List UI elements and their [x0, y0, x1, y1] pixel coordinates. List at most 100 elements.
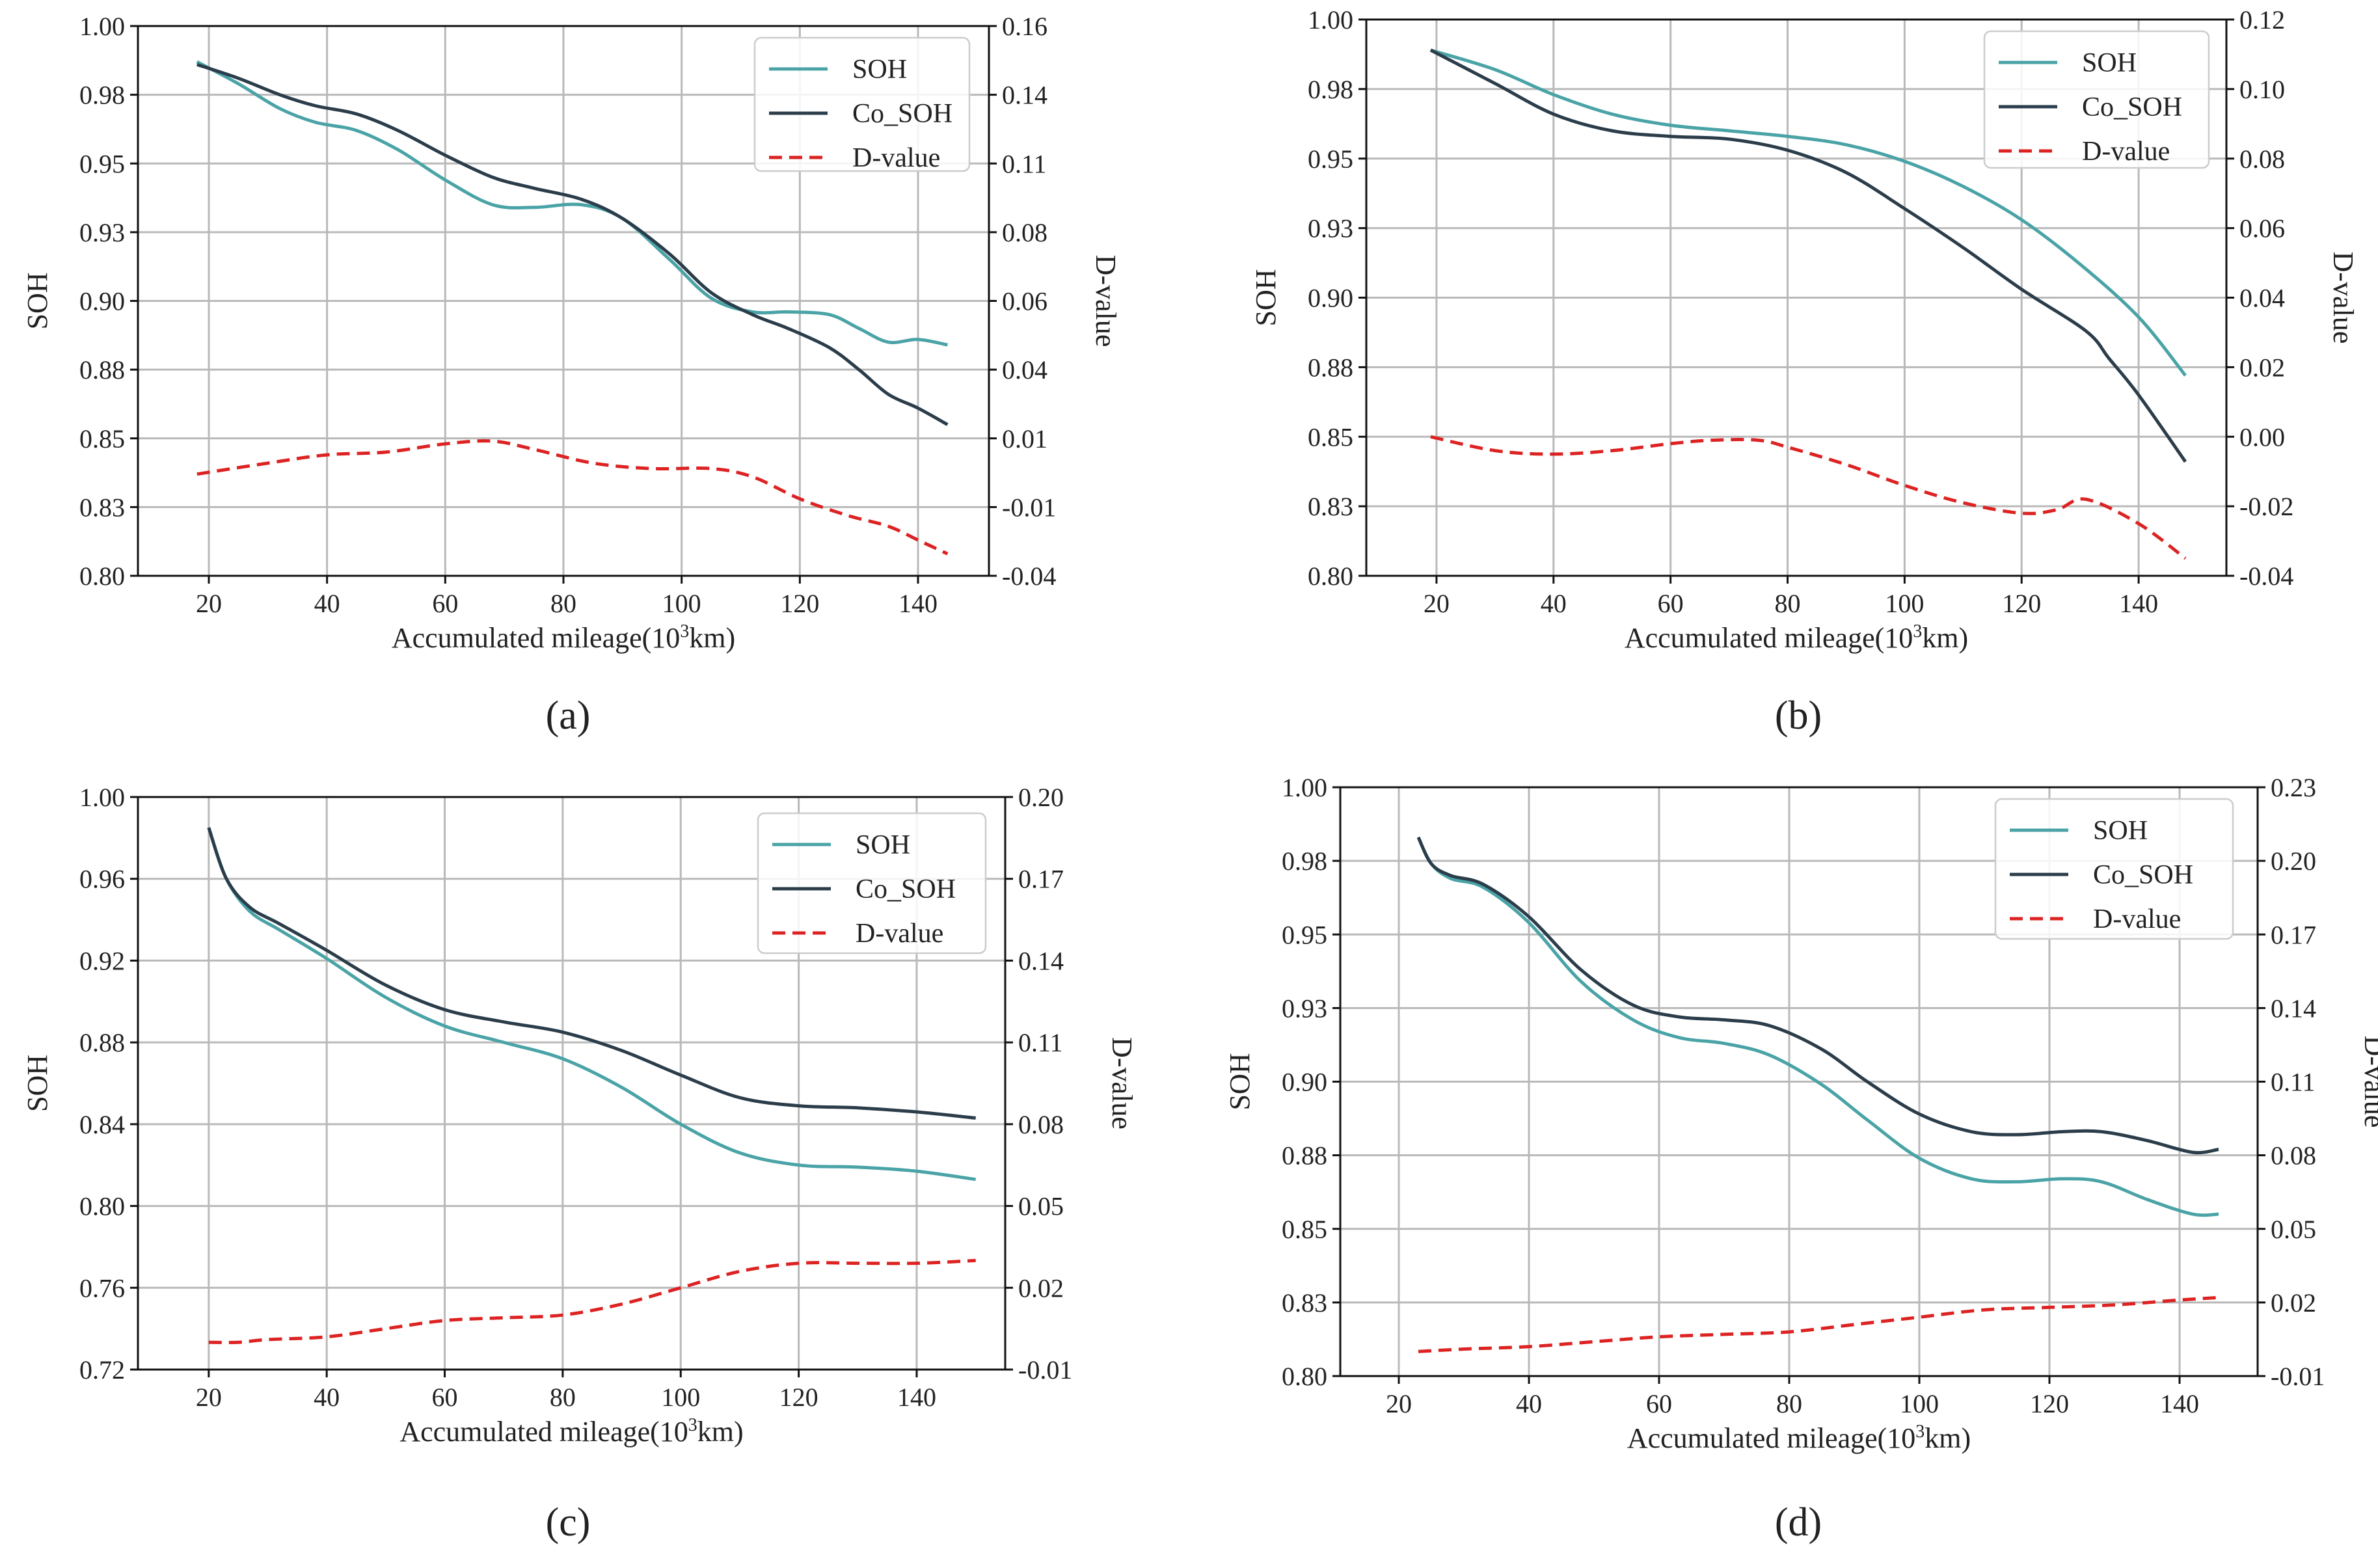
y2-tick-label: 0.11 — [1002, 149, 1047, 178]
y2-tick-label: -0.04 — [1002, 561, 1056, 591]
y2-tick-label: 0.08 — [1018, 1110, 1064, 1139]
y2-tick-label: 0.06 — [1002, 287, 1047, 316]
y2-tick-label: 0.04 — [1002, 355, 1047, 385]
y-tick-label: 1.00 — [79, 783, 125, 812]
y-tick-label: 0.92 — [79, 946, 125, 975]
plot-frame — [137, 796, 1007, 1371]
x-tick-label: 60 — [432, 1383, 458, 1412]
y2-tick-label: 0.05 — [2271, 1215, 2316, 1244]
y-tick-label: 1.00 — [79, 12, 125, 41]
x-axis-label: Accumulated mileage(103km) — [1625, 621, 1968, 654]
y2-tick-label: 0.01 — [1002, 424, 1047, 453]
y2-axis-label: D-value — [1090, 255, 1122, 347]
y2-tick-label: 0.20 — [2271, 846, 2316, 876]
legend-label: D-value — [856, 919, 943, 949]
series-line-soh — [1430, 48, 2187, 377]
x-tick-label: 120 — [2030, 1389, 2069, 1418]
x-tick-label: 100 — [1885, 589, 1924, 618]
y2-tick-label: 0.06 — [2239, 214, 2285, 243]
y2-tick-label: -0.04 — [2239, 561, 2293, 591]
legend-label: D-value — [2093, 904, 2181, 934]
y-axis-label: SOH — [21, 272, 53, 329]
x-tick-label: 40 — [314, 1383, 340, 1412]
x-tick-label: 60 — [1646, 1389, 1672, 1418]
legend-label: Co_SOH — [2093, 860, 2193, 890]
legend-box — [1983, 30, 2210, 169]
y2-tick-label: 0.17 — [2271, 920, 2316, 949]
legend: SOH Co_SOH D-value — [753, 36, 971, 173]
y-tick-label: 1.00 — [1282, 773, 1327, 802]
x-tick-label: 60 — [432, 589, 458, 618]
y-tick-label: 0.72 — [79, 1355, 125, 1385]
x-tick-label: 80 — [1776, 1389, 1802, 1418]
x-tick-label: 20 — [1424, 589, 1450, 618]
legend: SOH Co_SOH D-value — [1983, 30, 2210, 169]
y-tick-label: 0.83 — [1308, 492, 1353, 521]
y2-tick-label: -0.01 — [2271, 1362, 2325, 1391]
x-tick-label: 100 — [1900, 1389, 1939, 1418]
y-axis-label: SOH — [1224, 1053, 1256, 1110]
series-line-d-value — [1418, 1295, 2219, 1353]
chart-0: 20 40 60 80 100 120 140 0.80 0.83 0.85 0.88 0.90 0.9… — [21, 12, 1122, 738]
y2-tick-label: -0.01 — [1018, 1355, 1072, 1385]
series-line-soh — [1416, 836, 2219, 1217]
y-tick-label: 0.80 — [1308, 561, 1353, 591]
y2-tick-label: 0.08 — [1002, 218, 1047, 247]
y2-tick-label: 0.08 — [2239, 144, 2285, 174]
legend-box — [753, 36, 971, 172]
panel-label: (c) — [546, 1500, 591, 1545]
legend-label: SOH — [2093, 816, 2148, 846]
legend-box — [1994, 798, 2234, 940]
y2-tick-label: 0.05 — [1018, 1192, 1064, 1221]
legend: SOH Co_SOH D-value — [1994, 798, 2234, 940]
chart-3: 20 40 60 80 100 120 140 0.80 0.83 0.85 0.88 0.90 0.9… — [1224, 773, 2378, 1545]
x-tick-label: 40 — [314, 589, 340, 618]
panel-label: (b) — [1775, 694, 1822, 738]
y-tick-label: 0.88 — [79, 355, 125, 385]
legend-label: Co_SOH — [2082, 92, 2182, 122]
y-tick-label: 0.90 — [1308, 284, 1353, 313]
legend-label: D-value — [2082, 137, 2170, 167]
legend-label: D-value — [852, 143, 940, 173]
x-tick-label: 80 — [550, 589, 576, 618]
y-tick-label: 0.96 — [79, 865, 125, 894]
y-tick-label: 0.83 — [79, 493, 125, 522]
y-tick-label: 0.88 — [79, 1028, 125, 1057]
x-tick-label: 120 — [2002, 589, 2041, 618]
x-tick-label: 140 — [2160, 1389, 2199, 1418]
y-tick-label: 0.80 — [79, 561, 125, 591]
y2-axis-label: D-value — [2327, 252, 2359, 344]
x-tick-label: 120 — [779, 1383, 818, 1412]
legend-label: Co_SOH — [852, 99, 953, 129]
y-tick-label: 1.00 — [1308, 5, 1353, 34]
series-line-co-soh — [196, 62, 949, 426]
legend-label: Co_SOH — [856, 874, 956, 904]
x-tick-label: 120 — [780, 589, 819, 618]
x-axis-label: Accumulated mileage(103km) — [1627, 1422, 1971, 1454]
y2-tick-label: 0.20 — [1018, 783, 1064, 812]
y-tick-label: 0.90 — [1282, 1068, 1327, 1097]
series-line-co-soh — [1416, 836, 2219, 1155]
y-tick-label: 0.80 — [1282, 1362, 1327, 1391]
y2-tick-label: 0.02 — [1018, 1273, 1064, 1303]
y2-tick-label: 0.16 — [1002, 12, 1047, 41]
y-tick-label: 0.90 — [79, 287, 125, 316]
y-tick-label: 0.85 — [1308, 422, 1353, 452]
x-tick-label: 40 — [1541, 589, 1567, 618]
x-tick-label: 20 — [1386, 1389, 1412, 1418]
legend-label: SOH — [2082, 48, 2137, 78]
y-tick-label: 0.83 — [1282, 1288, 1327, 1318]
y-tick-label: 0.95 — [1308, 144, 1353, 174]
y-tick-label: 0.98 — [1308, 75, 1353, 104]
chart-2: 20 40 60 80 100 120 140 0.72 0.76 0.80 0.84 0.88 0.9… — [21, 783, 1138, 1545]
y2-tick-label: -0.01 — [1002, 493, 1056, 522]
y2-tick-label: 0.11 — [2271, 1068, 2316, 1097]
y2-tick-label: 0.23 — [2271, 773, 2316, 802]
y-tick-label: 0.93 — [79, 218, 125, 247]
y-tick-label: 0.93 — [1308, 214, 1353, 243]
y2-tick-label: 0.08 — [2271, 1141, 2316, 1170]
y-tick-label: 0.93 — [1282, 994, 1327, 1023]
x-tick-label: 140 — [899, 589, 938, 618]
legend-label: SOH — [852, 55, 907, 85]
